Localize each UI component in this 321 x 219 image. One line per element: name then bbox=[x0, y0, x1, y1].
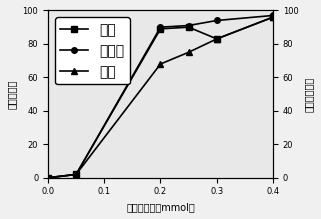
转化率 bbox=[46, 177, 50, 179]
转化率 bbox=[271, 14, 275, 17]
X-axis label: 呐呣的用量（mmol）: 呐呣的用量（mmol） bbox=[126, 202, 195, 212]
Line: 氧气: 氧气 bbox=[45, 14, 276, 180]
氧气 bbox=[159, 28, 162, 30]
产率 bbox=[187, 51, 191, 54]
产率 bbox=[46, 177, 50, 179]
转化率 bbox=[215, 19, 219, 22]
氧气 bbox=[187, 26, 191, 28]
Y-axis label: 转化率（％）: 转化率（％） bbox=[304, 76, 314, 112]
转化率 bbox=[74, 173, 78, 176]
氧气 bbox=[271, 16, 275, 18]
Legend: 氧气, 转化率, 产率: 氧气, 转化率, 产率 bbox=[55, 17, 130, 84]
Line: 产率: 产率 bbox=[45, 14, 276, 180]
氧气 bbox=[215, 38, 219, 40]
产率 bbox=[74, 173, 78, 176]
氧气 bbox=[46, 177, 50, 179]
转化率 bbox=[187, 24, 191, 27]
产率 bbox=[159, 63, 162, 65]
Y-axis label: 产率（％）: 产率（％） bbox=[7, 79, 17, 109]
转化率 bbox=[159, 26, 162, 28]
产率 bbox=[271, 16, 275, 18]
产率 bbox=[215, 38, 219, 40]
氧气 bbox=[74, 173, 78, 176]
Line: 转化率: 转化率 bbox=[45, 13, 276, 180]
